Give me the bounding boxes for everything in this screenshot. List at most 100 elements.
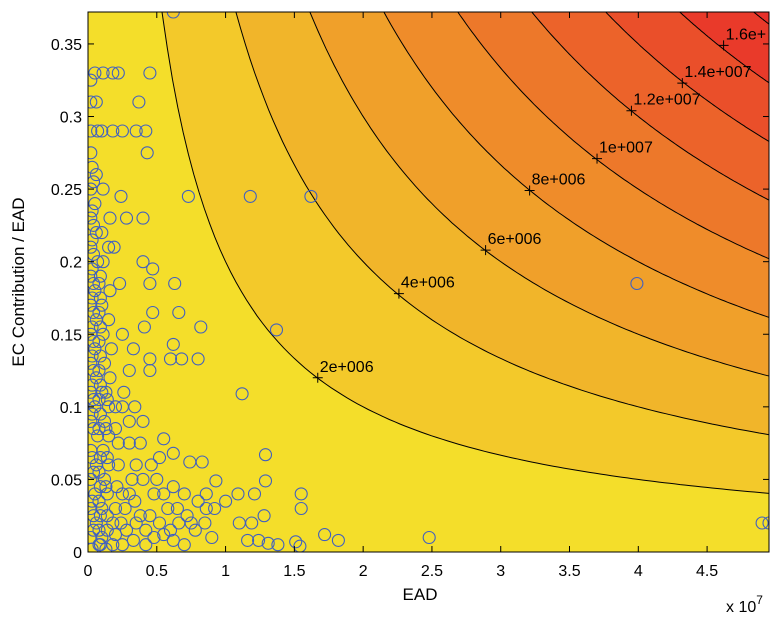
y-axis-title: EC Contribution / EAD — [9, 197, 28, 366]
data-point — [91, 429, 105, 443]
contour-marker-5 — [592, 153, 603, 164]
data-point — [118, 501, 132, 516]
x-tick-label: 4 — [634, 563, 643, 580]
data-point — [257, 509, 271, 523]
data-point — [88, 363, 101, 378]
scatter-points — [88, 12, 769, 552]
contour-label-7: 1.4e+007 — [684, 64, 751, 81]
data-point — [89, 95, 103, 109]
data-point — [92, 363, 106, 378]
data-point — [88, 262, 99, 276]
data-point — [92, 393, 106, 407]
x-tick-label: 3.5 — [558, 563, 580, 580]
y-tick-label: 0.15 — [51, 327, 82, 344]
y-tick-label: 0.05 — [51, 472, 82, 489]
y-tick-label: 0 — [73, 545, 82, 562]
data-point — [194, 320, 208, 334]
data-point — [108, 528, 123, 542]
data-point — [115, 124, 129, 138]
data-point — [163, 523, 178, 537]
data-point — [252, 533, 266, 547]
data-point — [122, 363, 136, 378]
x-axis-title: EAD — [403, 585, 438, 604]
data-point — [235, 387, 249, 401]
contour-label-1: 2e+006 — [320, 359, 374, 376]
x-multiplier-exponent: 7 — [756, 593, 763, 607]
data-point — [136, 211, 150, 225]
contour-line-1 — [161, 12, 769, 494]
contour-line-4 — [383, 12, 769, 318]
data-point — [88, 523, 101, 537]
data-point — [88, 509, 101, 523]
x-tick-label: 0 — [84, 563, 93, 580]
contour-line-2 — [235, 12, 769, 436]
data-point — [92, 276, 106, 291]
data-point — [88, 501, 98, 516]
data-point — [88, 291, 99, 305]
data-point — [199, 487, 213, 501]
x-tick-label: 1 — [221, 563, 230, 580]
data-point — [99, 542, 113, 552]
contour-label-6: 1.2e+007 — [633, 92, 700, 109]
contour-label-5: 1e+007 — [599, 140, 653, 157]
data-point — [146, 262, 160, 276]
data-point — [92, 523, 106, 537]
contour-labels: 2e+006 4e+006 6e+006 8e+006 1e+007 1.2e+007 1.… — [312, 26, 766, 383]
data-point — [132, 95, 146, 109]
data-point — [177, 538, 191, 552]
data-point — [128, 400, 142, 414]
data-point — [88, 175, 101, 189]
data-point — [88, 414, 98, 428]
data-point — [96, 66, 110, 80]
data-point — [92, 334, 106, 349]
data-point — [88, 240, 98, 254]
data-point — [88, 451, 99, 465]
data-point — [102, 429, 116, 443]
data-point — [157, 432, 171, 446]
data-point — [168, 276, 182, 291]
data-point — [88, 407, 99, 421]
data-point — [93, 269, 107, 283]
data-point — [198, 516, 212, 530]
data-point — [129, 124, 143, 138]
data-point — [147, 487, 161, 501]
data-point — [88, 349, 99, 363]
data-point — [96, 255, 110, 269]
data-point — [99, 480, 113, 494]
data-point — [143, 509, 157, 523]
data-point — [88, 182, 98, 196]
data-point — [108, 400, 123, 414]
data-point — [143, 276, 157, 291]
data-point — [258, 448, 273, 462]
data-point — [208, 501, 222, 516]
data-point — [269, 323, 284, 337]
data-point — [146, 305, 160, 320]
data-point — [88, 276, 101, 291]
y-axis: 0 0.05 0.1 0.15 0.2 0.25 0.3 0.35 — [51, 37, 769, 562]
data-point — [180, 509, 194, 523]
data-point — [88, 233, 99, 247]
data-point — [111, 458, 125, 472]
contour-label-2: 4e+006 — [401, 275, 455, 292]
data-point — [99, 422, 113, 436]
y-tick-label: 0.25 — [51, 182, 82, 199]
data-point — [241, 533, 255, 547]
data-point — [88, 443, 98, 457]
data-point — [294, 501, 308, 516]
data-point — [95, 298, 109, 312]
data-point — [92, 494, 106, 508]
data-point — [150, 472, 164, 486]
data-point — [219, 494, 233, 508]
data-point — [209, 474, 223, 488]
data-point — [166, 12, 180, 19]
data-point — [170, 501, 184, 516]
data-point — [93, 349, 107, 363]
data-point — [205, 530, 219, 545]
data-point — [108, 422, 123, 436]
data-point — [175, 352, 189, 366]
data-point — [188, 523, 202, 537]
data-point — [172, 516, 186, 530]
contour-marker-2 — [393, 288, 404, 299]
data-point — [129, 516, 143, 530]
data-point — [755, 516, 769, 530]
